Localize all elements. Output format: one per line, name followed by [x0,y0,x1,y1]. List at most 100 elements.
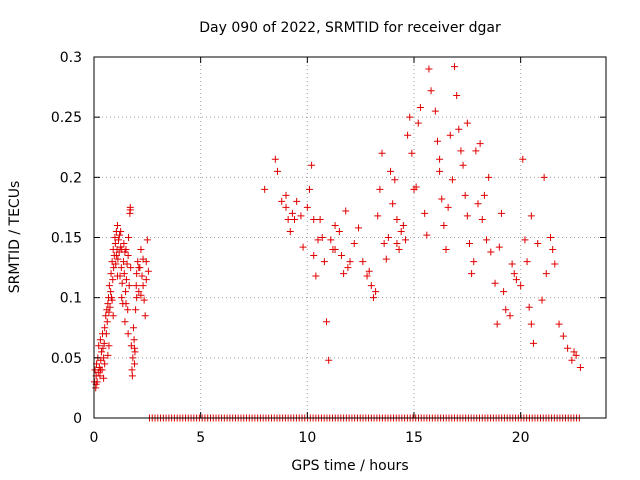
data-point [335,227,343,235]
data-point [100,354,108,362]
data-point [135,288,143,296]
data-point [137,246,145,254]
data-point [137,291,145,299]
data-point [108,296,116,304]
x-tick-label: 0 [90,430,99,446]
data-point [111,234,119,241]
data-point [271,155,279,163]
data-point [139,282,147,290]
data-point [564,344,572,352]
data-point [297,212,305,220]
data-point [310,215,318,223]
data-point [465,240,473,248]
data-point [99,344,107,352]
data-point [568,356,576,364]
data-point [131,360,139,368]
y-tick-label: 0.1 [60,291,82,307]
data-point [506,312,514,320]
data-point [106,303,114,311]
data-point [431,107,439,115]
data-point [542,270,550,278]
data-point [555,320,563,328]
data-point [100,339,108,347]
y-tick-label: 0.2 [60,170,82,186]
data-point [412,183,420,191]
data-point [427,87,435,95]
data-point [500,288,508,296]
data-point [572,351,580,359]
data-point [96,366,104,374]
data-point [131,344,139,352]
data-point [104,300,112,308]
data-point [120,270,128,278]
data-point [393,240,401,248]
data-point [491,279,499,287]
data-point [463,212,471,220]
data-point [303,203,311,211]
data-point [444,203,452,211]
data-point [138,272,146,280]
data-point [470,258,478,266]
data-point [510,270,518,278]
data-point [438,195,446,203]
data-point [284,215,292,223]
data-point [105,282,113,290]
data-point [436,167,444,175]
data-point [325,356,333,364]
data-point [112,252,120,260]
data-point [128,372,136,380]
data-point [132,282,140,290]
data-point [485,173,493,181]
grid-lines [94,57,606,418]
x-tick-label: 5 [196,430,205,446]
data-point [508,260,516,268]
data-point [355,224,363,232]
data-point [122,288,130,296]
data-point [342,207,350,215]
data-point [380,240,388,248]
data-point [451,63,459,71]
data-point [144,267,152,275]
data-point [101,360,109,368]
data-point [344,264,352,272]
data-point [107,288,115,296]
data-point [378,149,386,157]
data-point [129,354,137,362]
data-point [288,209,296,217]
data-point [308,161,316,169]
data-point [461,191,469,199]
data-point [476,140,484,148]
data-point [293,197,301,205]
data-point [143,236,151,244]
data-point [382,255,390,263]
data-point [103,318,111,326]
data-point [453,92,461,100]
data-point [483,236,491,244]
data-point [337,252,345,260]
x-axis-label: GPS time / hours [291,458,408,474]
data-point [117,264,125,272]
y-tick-label: 0.25 [51,110,82,126]
data-point [261,185,269,193]
data-point [436,155,444,163]
data-point [527,320,535,328]
data-point [129,324,137,332]
data-point [433,137,441,145]
data-point [474,200,482,208]
data-point [463,119,471,127]
data-point [525,303,533,311]
data-point [365,267,373,275]
data-point [109,276,117,284]
data-point [111,240,119,248]
data-point [299,243,307,251]
data-point [478,215,486,223]
data-point [128,366,136,374]
data-point [340,270,348,278]
data-point [133,294,141,302]
data-point [534,240,542,248]
data-points [90,63,584,422]
data-point [314,236,322,244]
data-point [502,306,510,314]
data-point [312,272,320,280]
